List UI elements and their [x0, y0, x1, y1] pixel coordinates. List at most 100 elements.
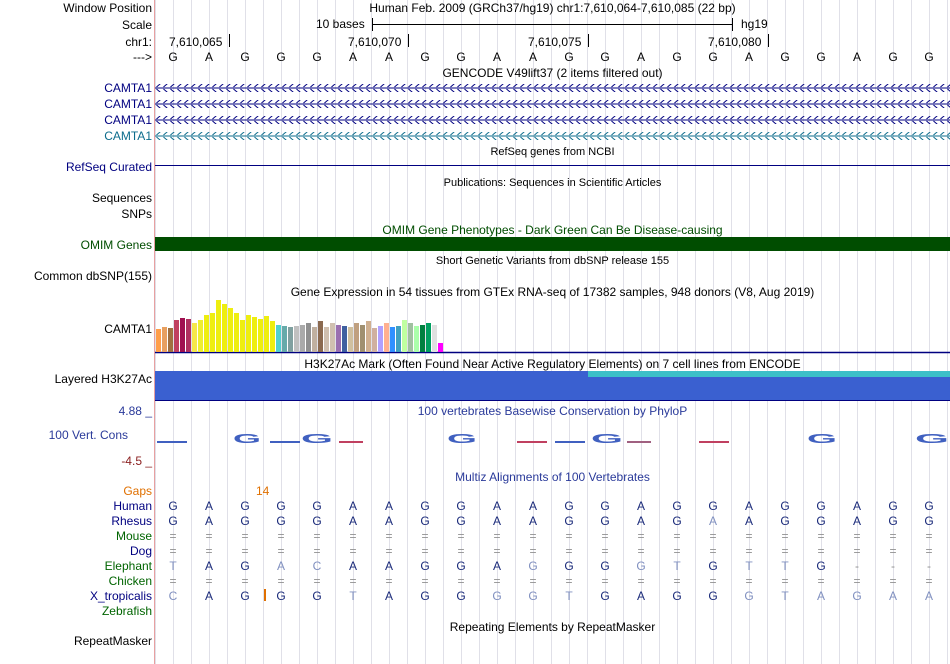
gtex-tissue-bar[interactable]	[162, 327, 167, 352]
gtex-tissue-bar[interactable]	[438, 343, 443, 352]
gtex-tissue-bar[interactable]	[324, 327, 329, 352]
alignment-row-mouse[interactable]: = = = = = = = = = = = = = = = = = = = = = =	[155, 529, 950, 543]
label-sequences[interactable]: Sequences	[91, 191, 152, 205]
gtex-tissue-bar[interactable]	[396, 326, 401, 352]
species-label-dog[interactable]: Dog	[129, 544, 152, 558]
species-label-elephant[interactable]: Elephant	[104, 559, 152, 573]
species-label-zebrafish[interactable]: Zebrafish	[101, 604, 152, 618]
gtex-tissue-bar[interactable]	[270, 321, 275, 352]
gtex-tissue-bar[interactable]	[402, 320, 407, 352]
gtex-tissue-bar[interactable]	[174, 320, 179, 352]
gtex-tissue-bar[interactable]	[306, 323, 311, 352]
gtex-chart[interactable]	[155, 299, 950, 355]
multiz-title[interactable]: Multiz Alignments of 100 Vertebrates	[455, 470, 650, 484]
label-refseq[interactable]: RefSeq Curated	[65, 160, 152, 174]
refseq-gene-line[interactable]	[155, 165, 950, 166]
gtex-tissue-bar[interactable]	[336, 325, 341, 352]
transcript-3[interactable]	[155, 116, 950, 124]
label-omim[interactable]: OMIM Genes	[80, 238, 152, 252]
alignment-row-zebrafish[interactable]	[155, 604, 950, 618]
label-repeatmasker[interactable]: RepeatMasker	[73, 634, 152, 648]
gencode-title[interactable]: GENCODE V49lift37 (2 items filtered out)	[442, 66, 663, 80]
gtex-tissue-bar[interactable]	[390, 327, 395, 352]
gtex-tissue-bar[interactable]	[204, 315, 209, 352]
label-dbsnp[interactable]: Common dbSNP(155)	[33, 269, 152, 283]
gtex-tissue-bar[interactable]	[360, 325, 365, 352]
gtex-tissue-bar[interactable]	[228, 308, 233, 352]
species-label-x_tropicalis[interactable]: X_tropicalis	[89, 589, 152, 603]
gtex-tissue-bar[interactable]	[354, 323, 359, 352]
omim-title[interactable]: OMIM Gene Phenotypes - Dark Green Can Be…	[382, 223, 723, 237]
gtex-tissue-bar[interactable]	[384, 323, 389, 352]
label-h3k27ac[interactable]: Layered H3K27Ac	[54, 372, 152, 386]
gtex-tissue-bar[interactable]	[378, 326, 383, 352]
gtex-tissue-bar[interactable]	[186, 319, 191, 352]
gtex-tissue-bar[interactable]	[252, 317, 257, 352]
gtex-tissue-bar[interactable]	[216, 300, 221, 352]
species-label-human[interactable]: Human	[113, 499, 152, 513]
gtex-title[interactable]: Gene Expression in 54 tissues from GTEx …	[290, 285, 815, 299]
gtex-tissue-bar[interactable]	[414, 326, 419, 352]
gene-label-camta1-4[interactable]: CAMTA1	[104, 129, 152, 143]
label-snps[interactable]: SNPs	[121, 207, 152, 221]
gtex-tissue-bar[interactable]	[258, 319, 263, 352]
species-label-mouse[interactable]: Mouse	[115, 529, 152, 543]
transcript-1[interactable]	[155, 84, 950, 92]
label-cons[interactable]: 100 Vert. Cons	[48, 428, 128, 442]
gtex-tissue-bar[interactable]	[330, 323, 335, 352]
repeatmasker-title[interactable]: Repeating Elements by RepeatMasker	[449, 620, 656, 634]
insertion-marker[interactable]	[264, 589, 266, 601]
gtex-tissue-bar[interactable]	[210, 313, 215, 352]
label-divider[interactable]	[154, 0, 155, 664]
alignment-row-dog[interactable]: = = = = = = = = = = = = = = = = = = = = = =	[155, 544, 950, 558]
gtex-tissue-bar[interactable]	[168, 328, 173, 352]
h3k27ac-title[interactable]: H3K27Ac Mark (Often Found Near Active Re…	[304, 357, 801, 371]
gtex-tissue-bar[interactable]	[342, 326, 347, 352]
gtex-tissue-bar[interactable]	[264, 316, 269, 352]
label-gaps[interactable]: Gaps	[123, 484, 152, 498]
label-gtex[interactable]: CAMTA1	[104, 322, 152, 336]
gtex-tissue-bar[interactable]	[180, 318, 185, 352]
gene-label-camta1-1[interactable]: CAMTA1	[104, 81, 152, 95]
gtex-tissue-bar[interactable]	[300, 325, 305, 352]
species-label-rhesus[interactable]: Rhesus	[111, 514, 152, 528]
gtex-tissue-bar[interactable]	[288, 327, 293, 352]
alignment-row-chicken[interactable]: = = = = = = = = = = = = = = = = = = = = = =	[155, 574, 950, 588]
gtex-tissue-bar[interactable]	[348, 327, 353, 352]
gtex-tissue-bar[interactable]	[426, 323, 431, 352]
gtex-tissue-bar[interactable]	[198, 320, 203, 352]
gtex-tissue-bar[interactable]	[372, 328, 377, 352]
gtex-tissue-bar[interactable]	[420, 325, 425, 352]
gencode-transcripts[interactable]	[155, 80, 950, 144]
gtex-tissue-bar[interactable]	[222, 304, 227, 352]
transcript-2[interactable]	[155, 100, 950, 108]
gene-label-camta1-3[interactable]: CAMTA1	[104, 113, 152, 127]
gap-count[interactable]: 14	[256, 484, 270, 498]
gtex-tissue-bar[interactable]	[318, 321, 323, 352]
gtex-tissue-bar[interactable]	[156, 329, 161, 352]
species-label-chicken[interactable]: Chicken	[108, 574, 152, 588]
gtex-tissue-bar[interactable]	[408, 323, 413, 352]
gene-label-camta1-2[interactable]: CAMTA1	[104, 97, 152, 111]
transcript-4[interactable]	[155, 132, 950, 140]
gtex-tissue-bar[interactable]	[312, 327, 317, 352]
gtex-tissue-bar[interactable]	[276, 325, 281, 352]
gtex-tissue-bar[interactable]	[432, 325, 437, 352]
gtex-tissue-bar[interactable]	[366, 321, 371, 352]
h3k27ac-signal-cyan[interactable]	[588, 371, 950, 377]
omim-gene-bar[interactable]	[155, 237, 950, 251]
gtex-tissue-bar[interactable]	[240, 320, 245, 352]
pubs-title[interactable]: Publications: Sequences in Scientific Ar…	[443, 177, 662, 189]
gtex-tissue-bar[interactable]	[282, 326, 287, 352]
dbsnp-title[interactable]: Short Genetic Variants from dbSNP releas…	[435, 255, 670, 267]
gtex-tissue-bar[interactable]	[192, 323, 197, 352]
gtex-tissue-bar[interactable]	[234, 313, 239, 352]
gtex-tissue-bar[interactable]	[294, 326, 299, 352]
refseq-title[interactable]: RefSeq genes from NCBI	[490, 146, 615, 158]
